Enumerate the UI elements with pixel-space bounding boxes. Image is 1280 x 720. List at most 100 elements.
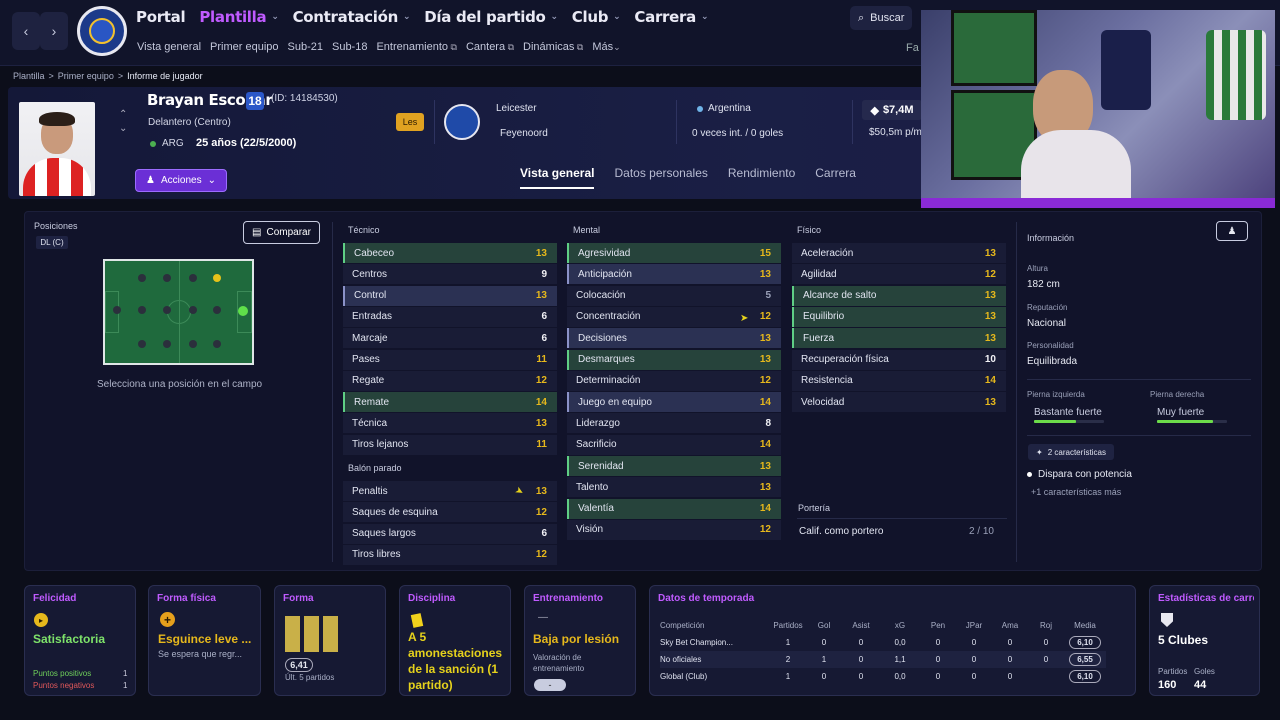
- attribute-row[interactable]: Alcance de salto 13: [792, 285, 1006, 306]
- player-value: ◆ $7,4M: [862, 100, 922, 120]
- subnav-item-5[interactable]: Cantera ⧉: [465, 41, 515, 53]
- season-stats-card[interactable]: Datos de temporada: [649, 585, 1136, 696]
- attribute-row[interactable]: Saques de esquina 12: [343, 502, 557, 523]
- back-button[interactable]: ‹: [12, 12, 40, 50]
- attribute-row[interactable]: Saques largos 6: [343, 523, 557, 544]
- discipline-card[interactable]: Disciplina A 5 amonestaciones de la sanc…: [399, 585, 511, 696]
- fitness-card[interactable]: Forma física + Esguince leve ... Se espe…: [148, 585, 261, 696]
- attribute-row[interactable]: Sacrificio 14: [567, 434, 781, 455]
- forward-button[interactable]: ›: [40, 12, 68, 50]
- attribute-row[interactable]: Visión 12: [567, 519, 781, 540]
- subnav-item-3[interactable]: Sub-18: [331, 41, 368, 53]
- attribute-row[interactable]: Juego en equipo 14: [567, 392, 781, 413]
- season-header: Ama: [1001, 621, 1019, 630]
- table-cell: 2: [785, 655, 791, 664]
- club-crest-icon[interactable]: [444, 104, 480, 140]
- attribute-row[interactable]: Técnica 13: [343, 413, 557, 434]
- attribute-row[interactable]: Centros 9: [343, 264, 557, 285]
- attribute-row[interactable]: Control 13: [343, 285, 557, 306]
- attribute-row[interactable]: Talento 13: [567, 477, 781, 498]
- more-traits-link[interactable]: +1 características más: [1031, 487, 1122, 497]
- injury-badge[interactable]: Les: [396, 113, 424, 131]
- card-title: Entrenamiento: [533, 593, 604, 604]
- attribute-row[interactable]: Pases 11: [343, 349, 557, 370]
- tab-1[interactable]: Datos personales: [614, 166, 708, 180]
- career-stats-card[interactable]: Estadísticas de carrera 5 Clubes Partido…: [1149, 585, 1260, 696]
- attribute-row[interactable]: Desmarques 13: [567, 349, 781, 370]
- training-card[interactable]: Entrenamiento — Baja por lesión Valoraci…: [524, 585, 636, 696]
- attribute-row[interactable]: Penaltis 13: [343, 481, 557, 501]
- nav-item-3[interactable]: Día del partido ⌄: [424, 8, 558, 26]
- attribute-row[interactable]: Resistencia 14: [792, 370, 1006, 391]
- form-card[interactable]: Forma 6,41 Últ. 5 partidos: [274, 585, 386, 696]
- tab-0[interactable]: Vista general: [520, 166, 595, 189]
- nav-item-5[interactable]: Carrera ⌄: [634, 8, 709, 26]
- subnav-item-0[interactable]: Vista general: [137, 41, 202, 53]
- nav-item-1[interactable]: Plantilla ⌄: [199, 8, 279, 26]
- attribute-row[interactable]: Marcaje 6: [343, 328, 557, 349]
- attribute-row[interactable]: Anticipación 13: [567, 264, 781, 285]
- attribute-row[interactable]: Serenidad 13: [567, 456, 781, 476]
- position-badge[interactable]: DL (C): [36, 236, 68, 249]
- table-row[interactable]: Sky Bet Champion... 1 0 0 0,0 0 0 0 0 6,10: [660, 634, 1106, 651]
- info-title: Información: [1027, 233, 1075, 243]
- actions-button[interactable]: ♟ Acciones ⌄: [135, 169, 227, 192]
- attribute-row[interactable]: Concentración 12: [567, 306, 781, 327]
- attribute-row[interactable]: Colocación 5: [567, 285, 781, 306]
- attribute-row[interactable]: Regate 12: [343, 370, 557, 391]
- nav-item-0[interactable]: Portal: [136, 8, 186, 26]
- club-name[interactable]: Leicester: [496, 103, 537, 114]
- trend-up-icon: ➤: [740, 313, 749, 324]
- chevron-up-icon[interactable]: ⌃: [119, 109, 128, 120]
- flag-icon: [697, 105, 703, 112]
- subnav-item-6[interactable]: Dinámicas ⧉: [523, 41, 584, 53]
- subnav-item-7[interactable]: Más⌄: [592, 41, 621, 53]
- nav-item-2[interactable]: Contratación ⌄: [292, 8, 411, 26]
- attribute-row[interactable]: Agresividad 15: [567, 243, 781, 263]
- table-row[interactable]: No oficiales 2 1 0 1,1 0 0 0 0 6,55: [660, 651, 1106, 668]
- compare-button[interactable]: ▤ Comparar: [243, 221, 320, 244]
- position-pitch[interactable]: [103, 259, 254, 365]
- table-row[interactable]: Global (Club) 1 0 0 0,0 0 0 0 6,10: [660, 668, 1106, 685]
- table-cell: 1,1: [894, 655, 906, 664]
- breadcrumb-item[interactable]: Primer equipo: [57, 71, 114, 81]
- happiness-card[interactable]: Felicidad ▸ Satisfactoria Puntos positiv…: [24, 585, 136, 696]
- person-info-button[interactable]: ♟: [1216, 221, 1248, 241]
- porteria-title: Portería: [798, 503, 831, 513]
- attribute-row[interactable]: Liderazgo 8: [567, 413, 781, 434]
- attribute-row[interactable]: Tiros lejanos 11: [343, 434, 557, 455]
- attribute-row[interactable]: Valentía 14: [567, 498, 781, 519]
- attribute-row[interactable]: Remate 14: [343, 392, 557, 413]
- traits-count-badge[interactable]: ✦ 2 características: [1028, 444, 1114, 460]
- attribute-row[interactable]: Entradas 6: [343, 306, 557, 327]
- rating-pill: 6,55: [1069, 653, 1101, 666]
- attribute-row[interactable]: Agilidad 12: [792, 264, 1006, 285]
- subnav-item-1[interactable]: Primer equipo: [210, 41, 279, 53]
- season-table: Competición Partidos Gol Asist xG Pen JPar Ama R…: [660, 617, 1106, 685]
- attribute-row[interactable]: Determinación 12: [567, 370, 781, 391]
- search-button[interactable]: ⌕ Buscar: [850, 6, 913, 30]
- breadcrumb-item[interactable]: Plantilla: [13, 71, 45, 81]
- attribute-row[interactable]: Velocidad 13: [792, 392, 1006, 413]
- tab-3[interactable]: Carrera: [815, 166, 856, 180]
- favorites-label[interactable]: Fa: [906, 42, 919, 54]
- subnav-item-2[interactable]: Sub-21: [287, 41, 323, 53]
- nation[interactable]: Argentina: [697, 103, 751, 114]
- subnav-item-4[interactable]: Entrenamiento ⧉: [376, 41, 457, 53]
- attribute-row[interactable]: Recuperación física 10: [792, 349, 1006, 370]
- search-label: Buscar: [870, 12, 905, 24]
- attribute-row[interactable]: Cabeceo 13: [343, 243, 557, 263]
- tab-2[interactable]: Rendimiento: [727, 166, 796, 180]
- divider: [1027, 379, 1251, 380]
- attribute-row[interactable]: Aceleración 13: [792, 243, 1006, 263]
- player-switch-arrows[interactable]: ⌃ ⌄: [119, 108, 127, 136]
- nav-item-4[interactable]: Club ⌄: [571, 8, 621, 26]
- chevron-down-icon[interactable]: ⌄: [119, 123, 128, 134]
- attribute-row[interactable]: Equilibrio 13: [792, 306, 1006, 327]
- card-title: Felicidad: [33, 593, 77, 604]
- attribute-row[interactable]: Tiros libres 12: [343, 544, 557, 565]
- loan-club-name[interactable]: Feyenoord: [500, 128, 548, 139]
- club-crest-logo[interactable]: [77, 6, 127, 56]
- attribute-row[interactable]: Fuerza 13: [792, 328, 1006, 349]
- attribute-row[interactable]: Decisiones 13: [567, 328, 781, 349]
